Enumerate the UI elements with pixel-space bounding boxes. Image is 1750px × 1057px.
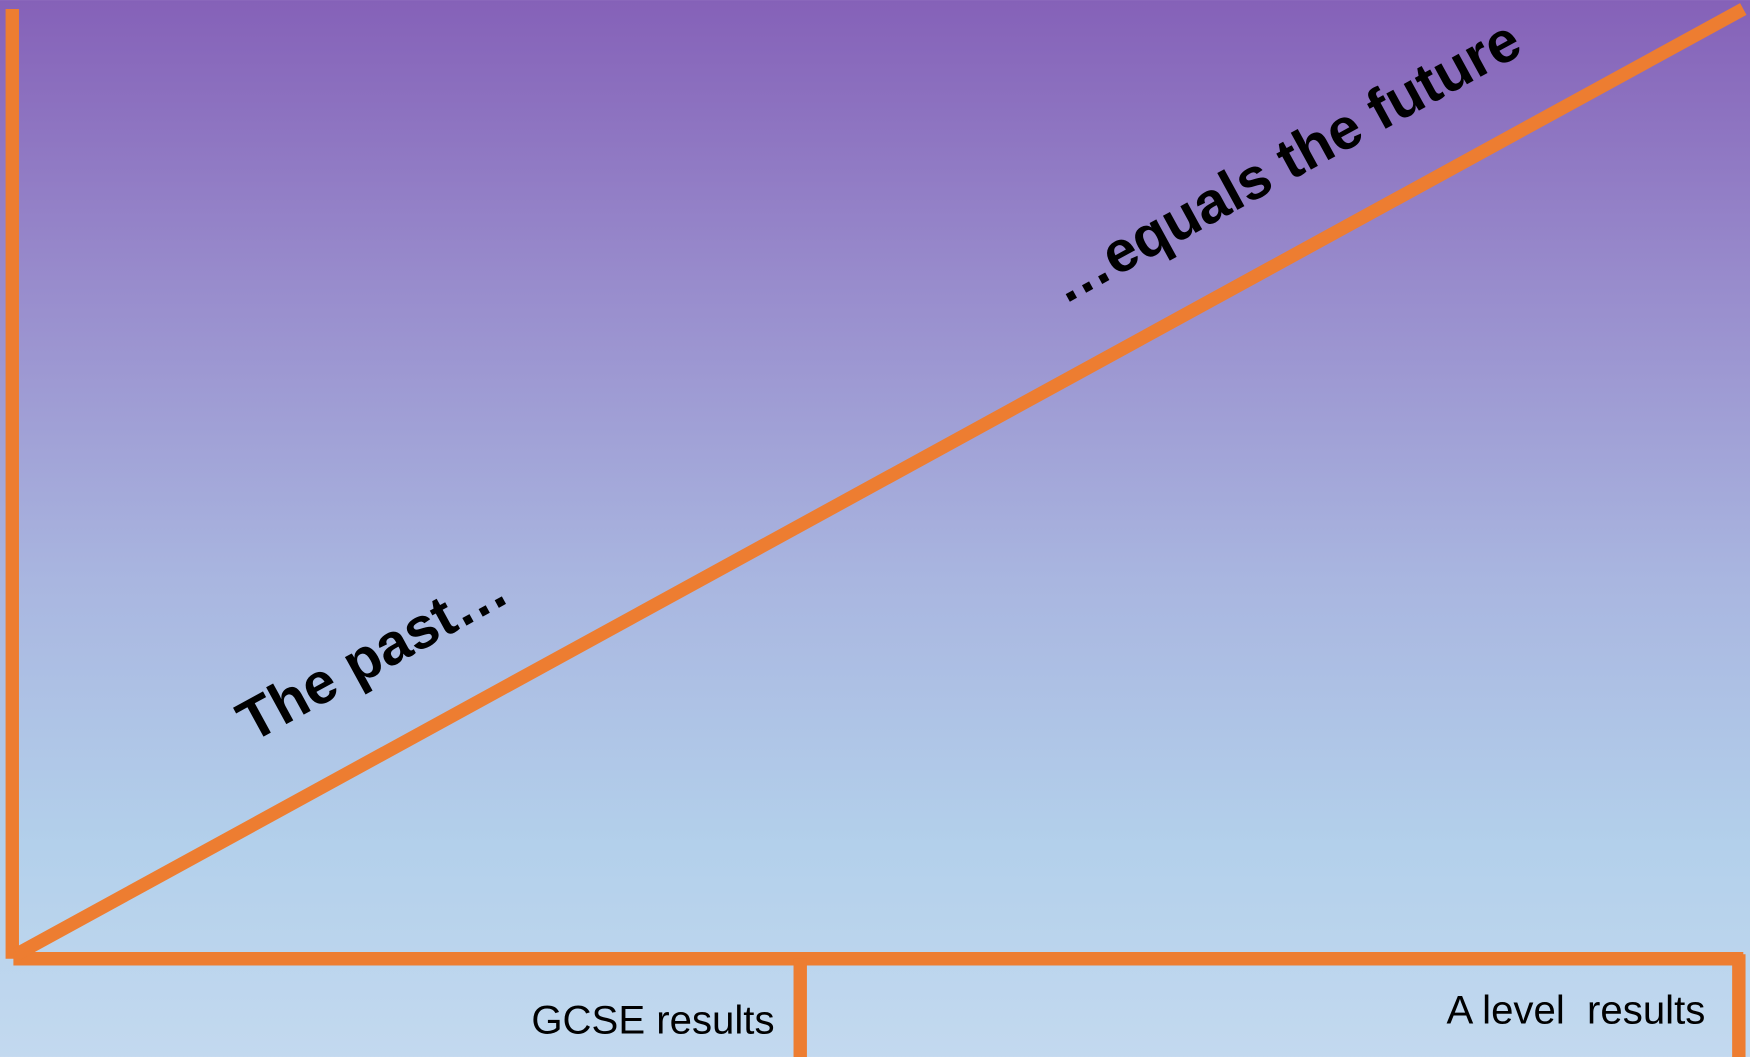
gcse-label: GCSE results bbox=[531, 998, 774, 1043]
trend-line bbox=[13, 3, 1747, 961]
a-level-label: A level results bbox=[1446, 987, 1705, 1032]
